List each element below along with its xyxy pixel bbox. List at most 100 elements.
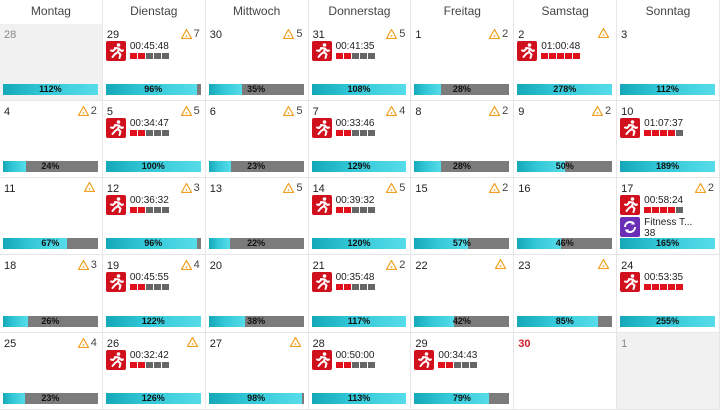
running-icon [620, 195, 641, 215]
run-activity[interactable]: 00:35:48 [311, 272, 408, 294]
run-activity[interactable]: 00:41:35 [311, 41, 408, 63]
training-effect-icon [386, 106, 398, 116]
day-cell[interactable]: 8 2 28% [411, 101, 515, 178]
progress-label: 129% [347, 161, 371, 171]
daily-progress-bar: 38% [208, 316, 304, 327]
day-cell[interactable]: 10 01:07:37 189% [617, 101, 720, 178]
day-cell[interactable]: 17 2 00:58:24 Fitness T... 38 165% [617, 178, 720, 255]
intensity-bars [129, 53, 169, 59]
day-cell[interactable]: 13 5 22% [205, 178, 309, 255]
intensity-bars [129, 207, 169, 213]
day-cell[interactable]: 28 112% [0, 24, 103, 101]
effect-badge: 2 [386, 259, 405, 271]
day-cell[interactable]: 25 4 23% [0, 333, 103, 410]
run-activity[interactable]: 00:45:55 [105, 272, 202, 294]
day-cell[interactable]: 20 38% [205, 255, 309, 333]
training-effect-icon [283, 106, 295, 116]
day-cell[interactable]: 21 2 00:35:48 117% [308, 255, 412, 333]
day-cell[interactable]: 1 [617, 333, 720, 410]
training-effect-icon [283, 183, 295, 193]
activity-duration: 00:34:43 [438, 350, 478, 361]
run-activity[interactable]: 00:36:32 [105, 195, 202, 217]
intensity-segment [367, 284, 375, 290]
run-activity[interactable]: 00:33:46 [311, 118, 408, 140]
intensity-segment [161, 53, 169, 59]
day-number: 17 [621, 183, 634, 195]
daily-progress-bar: 24% [3, 161, 98, 172]
day-number: 11 [4, 183, 16, 195]
day-cell[interactable]: 22 42% [411, 255, 515, 333]
day-cell[interactable]: 28 00:50:00 113% [308, 333, 412, 410]
day-cell[interactable]: 31 5 00:41:35 108% [308, 24, 412, 101]
day-cell[interactable]: 18 3 26% [0, 255, 103, 333]
intensity-segment [644, 284, 652, 290]
day-cell[interactable]: 5 5 00:34:47 100% [102, 101, 206, 178]
run-activity[interactable]: 00:58:24 [620, 195, 716, 217]
running-icon [414, 350, 435, 370]
day-number: 2 [518, 29, 525, 41]
intensity-segment [335, 53, 343, 59]
day-cell[interactable]: 2 01:00:48 278% [514, 24, 618, 101]
progress-fill [105, 238, 197, 249]
running-icon [105, 195, 126, 215]
progress-label: 23% [41, 393, 60, 403]
day-cell[interactable]: 14 5 00:39:32 120% [308, 178, 412, 255]
day-cell[interactable]: 4 2 24% [0, 101, 103, 178]
run-activity[interactable]: 00:53:35 [620, 272, 716, 294]
day-cell[interactable]: 1 2 28% [411, 24, 515, 101]
day-cell[interactable]: 6 5 23% [205, 101, 309, 178]
day-cell[interactable]: 27 98% [205, 333, 309, 410]
intensity-segment [161, 362, 169, 368]
intensity-segment [652, 207, 660, 213]
day-cell[interactable]: 12 3 00:36:32 96% [102, 178, 206, 255]
effect-badge: 2 [77, 105, 97, 117]
day-cell[interactable]: 19 4 00:45:55 122% [102, 255, 206, 333]
intensity-segment [660, 207, 668, 213]
progress-label: 26% [41, 316, 60, 326]
activity-duration: 00:33:46 [335, 118, 375, 129]
fitness-activity[interactable]: Fitness T... 38 [620, 217, 716, 239]
progress-fill [414, 238, 469, 249]
day-cell[interactable]: 30 5 35% [205, 24, 309, 101]
day-cell[interactable]: 11 67% [0, 178, 103, 255]
day-number: 9 [518, 106, 525, 118]
day-cell[interactable]: 29 7 00:45:48 96% [102, 24, 206, 101]
effect-badge: 3 [77, 259, 97, 271]
day-cell[interactable]: 29 00:34:43 79% [411, 333, 515, 410]
day-number: 20 [209, 260, 222, 272]
day-cell[interactable]: 26 00:32:42 126% [102, 333, 206, 410]
intensity-bars [644, 207, 684, 213]
day-cell[interactable]: 3 112% [617, 24, 720, 101]
run-activity[interactable]: 00:45:48 [105, 41, 202, 63]
run-activity[interactable]: 00:32:42 [105, 350, 202, 372]
run-activity[interactable]: 00:34:47 [105, 118, 202, 140]
progress-label: 120% [347, 238, 371, 248]
activity-duration: 00:45:48 [129, 41, 169, 52]
progress-fill [414, 316, 455, 327]
day-cell[interactable]: 9 2 50% [514, 101, 618, 178]
day-cell[interactable]: 15 2 57% [411, 178, 515, 255]
training-effect-icon [386, 183, 398, 193]
intensity-segment [541, 53, 549, 59]
running-icon [311, 195, 332, 215]
day-cell[interactable]: 16 46% [514, 178, 618, 255]
intensity-segment [335, 130, 343, 136]
run-activity[interactable]: 00:50:00 [311, 350, 408, 372]
run-activity[interactable]: 01:00:48 [517, 41, 613, 63]
day-cell[interactable]: 24 00:53:35 255% [617, 255, 720, 333]
effect-badge: 3 [180, 182, 200, 194]
progress-label: 278% [553, 84, 577, 94]
run-activity[interactable]: 01:07:37 [620, 118, 716, 140]
training-effect-icon [289, 337, 301, 347]
run-activity[interactable]: 00:34:43 [414, 350, 510, 372]
day-cell[interactable]: 7 4 00:33:46 129% [308, 101, 412, 178]
day-cell[interactable]: 30 [514, 333, 618, 410]
daily-progress-bar: 129% [311, 161, 407, 172]
effect-badge: 2 [694, 182, 714, 194]
intensity-bars [644, 284, 684, 290]
running-icon [311, 41, 332, 61]
day-cell[interactable]: 23 85% [514, 255, 618, 333]
run-activity[interactable]: 00:39:32 [311, 195, 408, 217]
training-effect-icon [77, 260, 89, 270]
training-effect-icon [180, 29, 192, 39]
